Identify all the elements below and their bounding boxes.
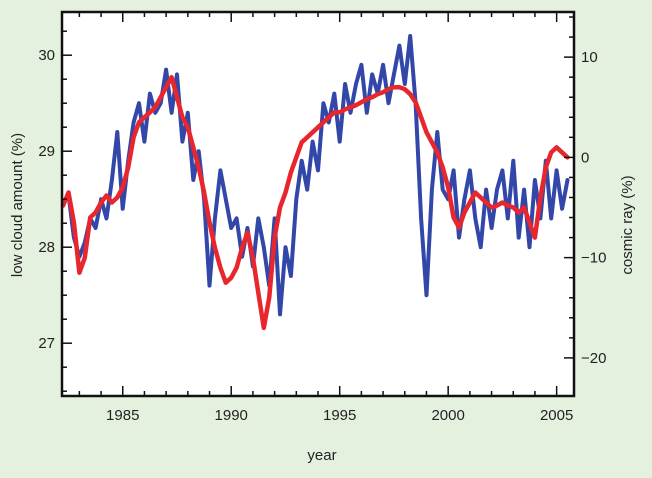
y-left-tick-label: 29 — [38, 143, 55, 160]
y-right-tick-label: 10 — [581, 49, 598, 66]
y-left-tick-label: 30 — [38, 47, 55, 64]
y-axis-left-title: low cloud amount (%) — [9, 133, 26, 277]
x-tick-label: 2000 — [431, 407, 464, 424]
x-tick-label: 1995 — [323, 407, 356, 424]
x-tick-label: 1985 — [106, 407, 139, 424]
x-tick-label: 2005 — [540, 407, 573, 424]
y-axis-right-title: cosmic ray (%) — [619, 175, 636, 274]
x-axis-title: year — [307, 447, 336, 464]
series-layer — [60, 34, 570, 331]
y-left-tick-label: 27 — [38, 335, 55, 352]
y-right-tick-label: −20 — [581, 350, 606, 367]
ticks-layer: 1985 1990 1995 2000 2005 27 28 29 30 −20 −10 0 10 — [38, 12, 606, 424]
y-right-tick-label: −10 — [581, 250, 606, 267]
x-tick-label: 1990 — [215, 407, 248, 424]
series-line-1 — [60, 74, 570, 331]
y-left-tick-label: 28 — [38, 239, 55, 256]
y-right-tick-label: 0 — [581, 149, 589, 166]
